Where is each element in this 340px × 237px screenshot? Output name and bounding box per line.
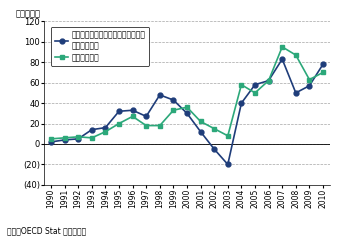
Text: 資料：OECD Stat から作成。: 資料：OECD Stat から作成。 bbox=[7, 227, 86, 236]
Text: （億ドル）: （億ドル） bbox=[16, 9, 41, 18]
Legend: 東欧３ヵ国（チェコ、ポーランド、
ハンガリー）, アジア新興国: 東欧３ヵ国（チェコ、ポーランド、 ハンガリー）, アジア新興国 bbox=[51, 27, 149, 66]
